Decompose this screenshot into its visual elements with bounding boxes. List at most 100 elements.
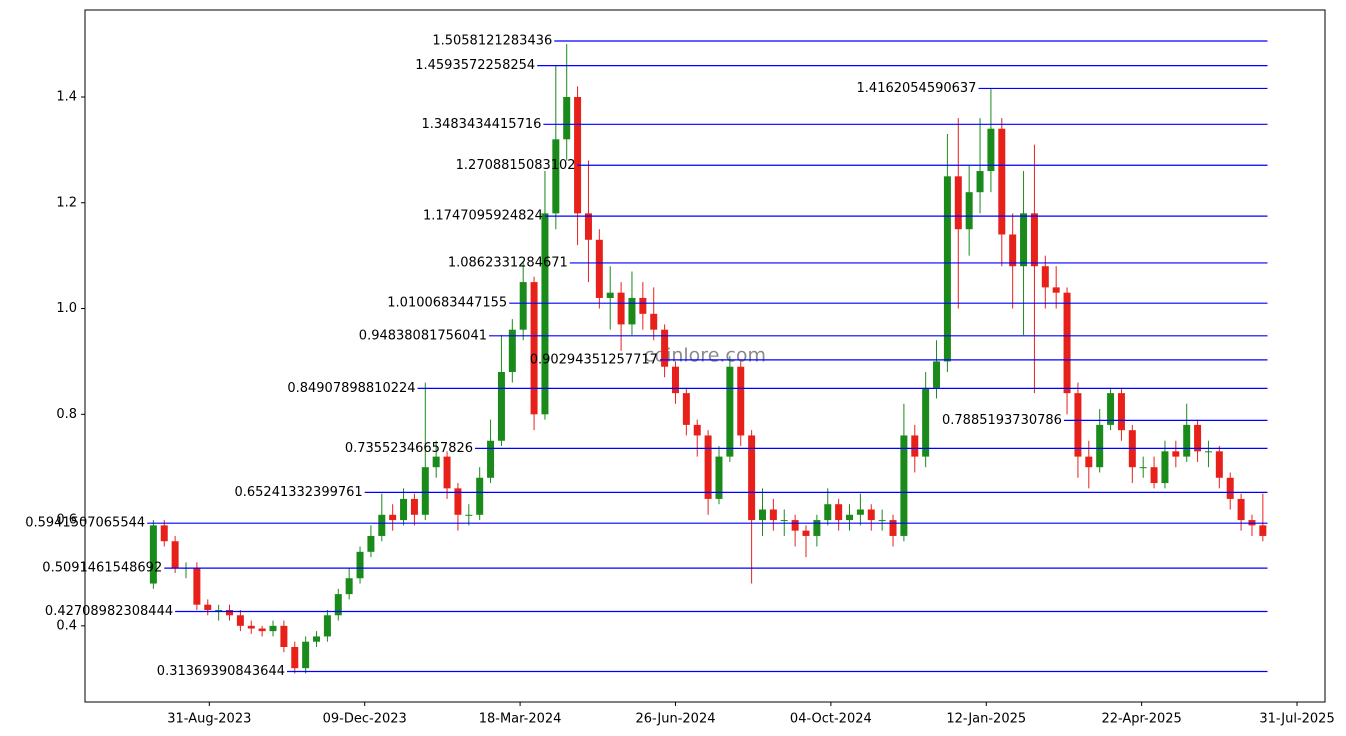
candle-body: [1259, 525, 1267, 536]
candle-body: [519, 282, 527, 330]
level-label: 1.4162054590637: [857, 81, 977, 96]
level-label: 0.5941507065544: [25, 516, 145, 531]
candle-body: [682, 393, 690, 425]
candle-body: [878, 520, 886, 522]
level-label: 1.2708815083102: [456, 158, 576, 173]
candle-body: [1172, 451, 1180, 457]
level-label: 0.90294351257717: [530, 352, 658, 367]
candle-body: [552, 139, 560, 214]
candle-body: [1107, 393, 1115, 425]
candle-body: [1183, 424, 1191, 457]
candle-body: [215, 609, 223, 611]
candle-body: [1161, 451, 1169, 484]
candle-body: [258, 628, 266, 632]
x-tick-label: 09-Dec-2023: [323, 712, 407, 727]
candle-body: [356, 551, 364, 579]
candle-body: [389, 514, 397, 521]
candle-body: [149, 525, 157, 584]
candle-body: [715, 456, 723, 499]
candle-body: [813, 520, 821, 536]
candle-body: [1215, 451, 1223, 478]
level-label: 0.7885193730786: [942, 413, 1062, 428]
candle-body: [204, 604, 212, 610]
y-tick-label: 0.4: [56, 618, 77, 633]
candle-body: [758, 509, 766, 521]
x-tick-label: 26-Jun-2024: [635, 712, 715, 727]
level-label: 0.73552346657826: [345, 441, 473, 456]
candle-body: [236, 615, 244, 626]
candle-body: [1063, 292, 1071, 394]
candle-body: [1117, 393, 1125, 431]
candle-body: [661, 329, 669, 367]
x-tick-label: 31-Aug-2023: [167, 712, 251, 727]
candle-body: [378, 514, 386, 536]
x-tick-label: 31-Jul-2025: [1259, 712, 1334, 727]
candle-body: [313, 636, 321, 642]
candle-body: [367, 535, 375, 552]
candle-body: [421, 467, 429, 515]
candle-body: [1030, 213, 1038, 267]
candle-body: [737, 366, 745, 436]
candle-body: [171, 541, 179, 568]
candle-body: [400, 498, 408, 521]
y-tick-label: 1.2: [56, 195, 77, 210]
candle-body: [1020, 213, 1028, 267]
level-label: 0.5091461548692: [42, 561, 162, 576]
candle-body: [1226, 477, 1234, 499]
candle-body: [160, 525, 168, 542]
candle-body: [410, 498, 418, 515]
candle-body: [487, 440, 495, 478]
candle-body: [432, 456, 440, 468]
candle-body: [748, 435, 756, 521]
candle-body: [987, 128, 995, 172]
candle-body: [323, 615, 331, 637]
level-label: 0.42708982308444: [45, 604, 173, 619]
candle-body: [911, 435, 919, 457]
y-tick-label: 1.4: [56, 89, 77, 104]
candle-body: [454, 488, 462, 515]
x-tick-label: 18-Mar-2024: [479, 712, 562, 727]
candle-body: [541, 213, 549, 415]
candle-body: [1237, 498, 1245, 521]
candle-body: [965, 192, 973, 230]
candle-body: [856, 509, 864, 515]
y-tick-label: 0.6: [56, 513, 77, 528]
candle-body: [1139, 467, 1147, 469]
y-tick-label: 1.0: [56, 301, 77, 316]
candle-body: [334, 594, 342, 616]
candle-body: [802, 530, 810, 536]
candle-body: [824, 504, 832, 521]
candle-body: [1096, 424, 1104, 468]
candle-body: [976, 171, 984, 193]
y-tick-label: 0.8: [56, 407, 77, 422]
candle-body: [704, 435, 712, 499]
level-label: 0.65241332399761: [234, 485, 362, 500]
candle-body: [922, 387, 930, 457]
candle-body: [563, 96, 571, 140]
level-label: 1.0100683447155: [387, 296, 507, 311]
candle-body: [617, 292, 625, 325]
candle-body: [726, 366, 734, 457]
candle-body: [933, 361, 941, 388]
level-label: 1.1747095924824: [423, 209, 543, 224]
candle-body: [497, 371, 505, 441]
candle-body: [280, 625, 288, 647]
candle-body: [269, 625, 277, 632]
candle-body: [226, 609, 234, 616]
candle-body: [998, 128, 1006, 235]
candle-body: [628, 297, 636, 325]
candle-body: [508, 329, 516, 372]
x-tick-label: 22-Apr-2025: [1101, 712, 1181, 727]
candle-body: [1085, 456, 1093, 468]
candle-body: [606, 292, 614, 298]
candle-body: [769, 509, 777, 521]
candle-body: [193, 567, 201, 605]
candle-body: [584, 213, 592, 240]
level-label: 0.84907898810224: [287, 381, 415, 396]
watermark: coinlore.com: [644, 345, 766, 367]
candle-body: [247, 625, 255, 629]
candle-body: [835, 504, 843, 521]
candle-body: [639, 297, 647, 314]
candle-body: [465, 514, 473, 516]
candle-body: [1150, 467, 1158, 484]
